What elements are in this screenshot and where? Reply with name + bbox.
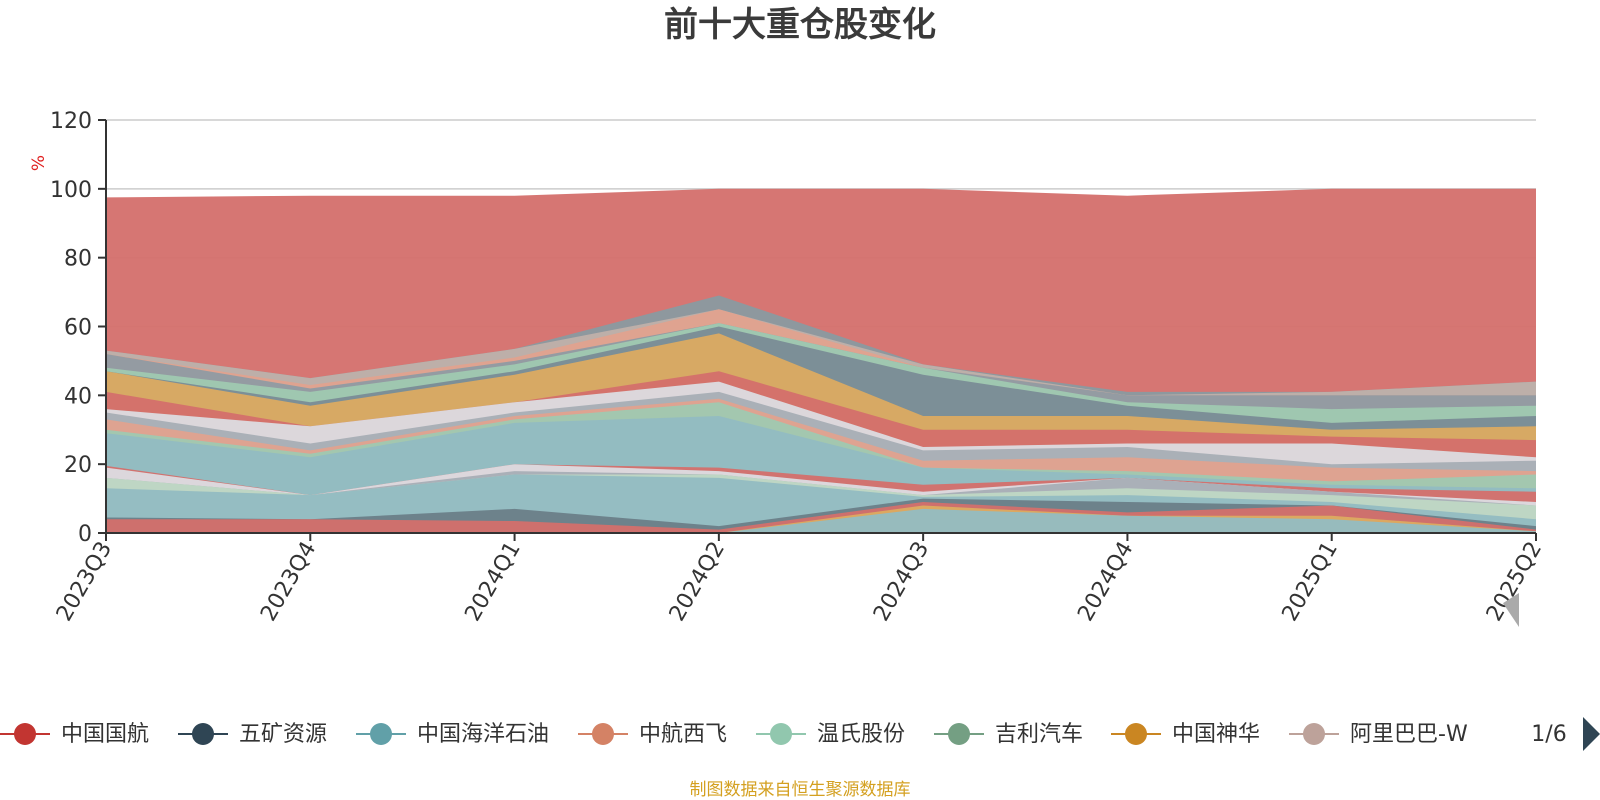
legend-marker-icon — [14, 723, 36, 745]
legend-pager[interactable]: 1/6 — [1503, 592, 1600, 751]
legend-label: 温氏股份 — [817, 722, 905, 747]
legend-label: 阿里巴巴-W — [1350, 722, 1468, 747]
legend-label: 吉利汽车 — [995, 722, 1083, 747]
legend-label: 中航西飞 — [639, 722, 727, 747]
area-layers — [106, 188, 1536, 534]
next-page-icon[interactable] — [1583, 717, 1600, 751]
y-tick-label: 80 — [64, 247, 92, 272]
y-tick-label: 0 — [78, 522, 92, 547]
legend-item[interactable]: 温氏股份 — [756, 722, 905, 747]
source-note: 制图数据来自恒生聚源数据库 — [690, 780, 911, 800]
legend-label: 中国神华 — [1172, 722, 1260, 747]
legend-item[interactable]: 吉利汽车 — [934, 722, 1083, 747]
legend-item[interactable]: 中国海洋石油 — [356, 722, 549, 747]
x-tick-label: 2023Q3 — [52, 538, 117, 626]
y-tick-label: 20 — [64, 453, 92, 478]
y-tick-label: 120 — [50, 109, 92, 134]
legend-marker-icon — [948, 723, 970, 745]
y-axis-unit: % — [29, 155, 49, 171]
y-tick-label: 40 — [64, 384, 92, 409]
legend-marker-icon — [370, 723, 392, 745]
x-tick-label: 2024Q3 — [869, 538, 934, 626]
x-tick-label: 2024Q1 — [460, 538, 525, 626]
legend[interactable]: 中国国航 五矿资源 中国海洋石油 中航西飞 温氏股份 吉利汽车 中国神华 阿里巴巴-W — [0, 722, 1468, 747]
prev-page-icon[interactable] — [1503, 592, 1519, 627]
legend-label: 中国国航 — [61, 722, 149, 747]
legend-marker-icon — [770, 723, 792, 745]
legend-marker-icon — [592, 723, 614, 745]
x-tick-label: 2024Q4 — [1073, 538, 1138, 626]
legend-marker-icon — [192, 723, 214, 745]
legend-item[interactable]: 中国神华 — [1111, 722, 1260, 747]
legend-item[interactable]: 五矿资源 — [178, 722, 327, 747]
x-tick-label: 2024Q2 — [665, 538, 730, 626]
y-tick-label: 100 — [50, 178, 92, 203]
x-tick-label: 2023Q4 — [256, 538, 321, 626]
legend-page-number: 1/6 — [1531, 722, 1566, 747]
legend-label: 中国海洋石油 — [417, 722, 549, 747]
legend-marker-icon — [1125, 723, 1147, 745]
legend-item[interactable]: 中航西飞 — [578, 722, 727, 747]
legend-label: 五矿资源 — [239, 722, 327, 747]
x-tick-label: 2025Q1 — [1278, 538, 1343, 626]
chart-title: 前十大重仓股变化 — [664, 5, 936, 45]
y-tick-label: 60 — [64, 316, 92, 341]
legend-item[interactable]: 中国国航 — [0, 722, 149, 747]
legend-item[interactable]: 阿里巴巴-W — [1289, 722, 1468, 747]
legend-marker-icon — [1303, 723, 1325, 745]
area-layer-22 — [106, 508, 1536, 533]
